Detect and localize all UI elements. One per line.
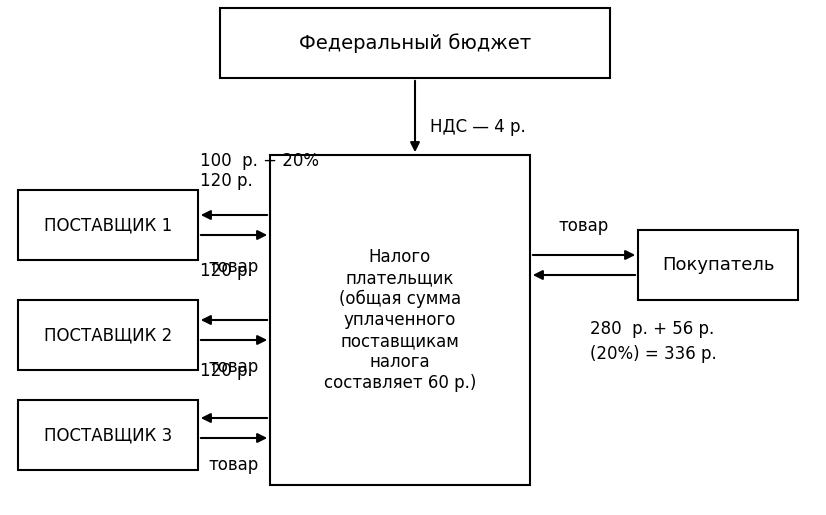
- Text: Налого
плательщик
(общая сумма
уплаченного
поставщикам
налога
составляет 60 р.): Налого плательщик (общая сумма уплаченно…: [324, 248, 476, 391]
- Text: 100  р. + 20%: 100 р. + 20%: [200, 152, 319, 170]
- FancyBboxPatch shape: [638, 230, 798, 300]
- Text: товар: товар: [559, 217, 609, 235]
- Text: товар: товар: [209, 258, 259, 276]
- Text: 120 р.: 120 р.: [200, 262, 253, 280]
- Text: ПОСТАВЩИК 3: ПОСТАВЩИК 3: [44, 426, 172, 444]
- Text: НДС — 4 р.: НДС — 4 р.: [430, 118, 526, 136]
- FancyBboxPatch shape: [270, 155, 530, 485]
- Text: (20%) = 336 р.: (20%) = 336 р.: [590, 345, 717, 363]
- Text: ПОСТАВЩИК 2: ПОСТАВЩИК 2: [44, 326, 172, 344]
- FancyBboxPatch shape: [18, 300, 198, 370]
- Text: товар: товар: [209, 358, 259, 376]
- Text: 120 р.: 120 р.: [200, 362, 253, 380]
- Text: 120 р.: 120 р.: [200, 172, 253, 190]
- FancyBboxPatch shape: [18, 190, 198, 260]
- FancyBboxPatch shape: [18, 400, 198, 470]
- Text: товар: товар: [209, 456, 259, 474]
- Text: Покупатель: Покупатель: [662, 256, 774, 274]
- Text: ПОСТАВЩИК 1: ПОСТАВЩИК 1: [44, 216, 172, 234]
- FancyBboxPatch shape: [220, 8, 610, 78]
- Text: Федеральный бюджет: Федеральный бюджет: [299, 33, 531, 53]
- Text: 280  р. + 56 р.: 280 р. + 56 р.: [590, 320, 714, 338]
